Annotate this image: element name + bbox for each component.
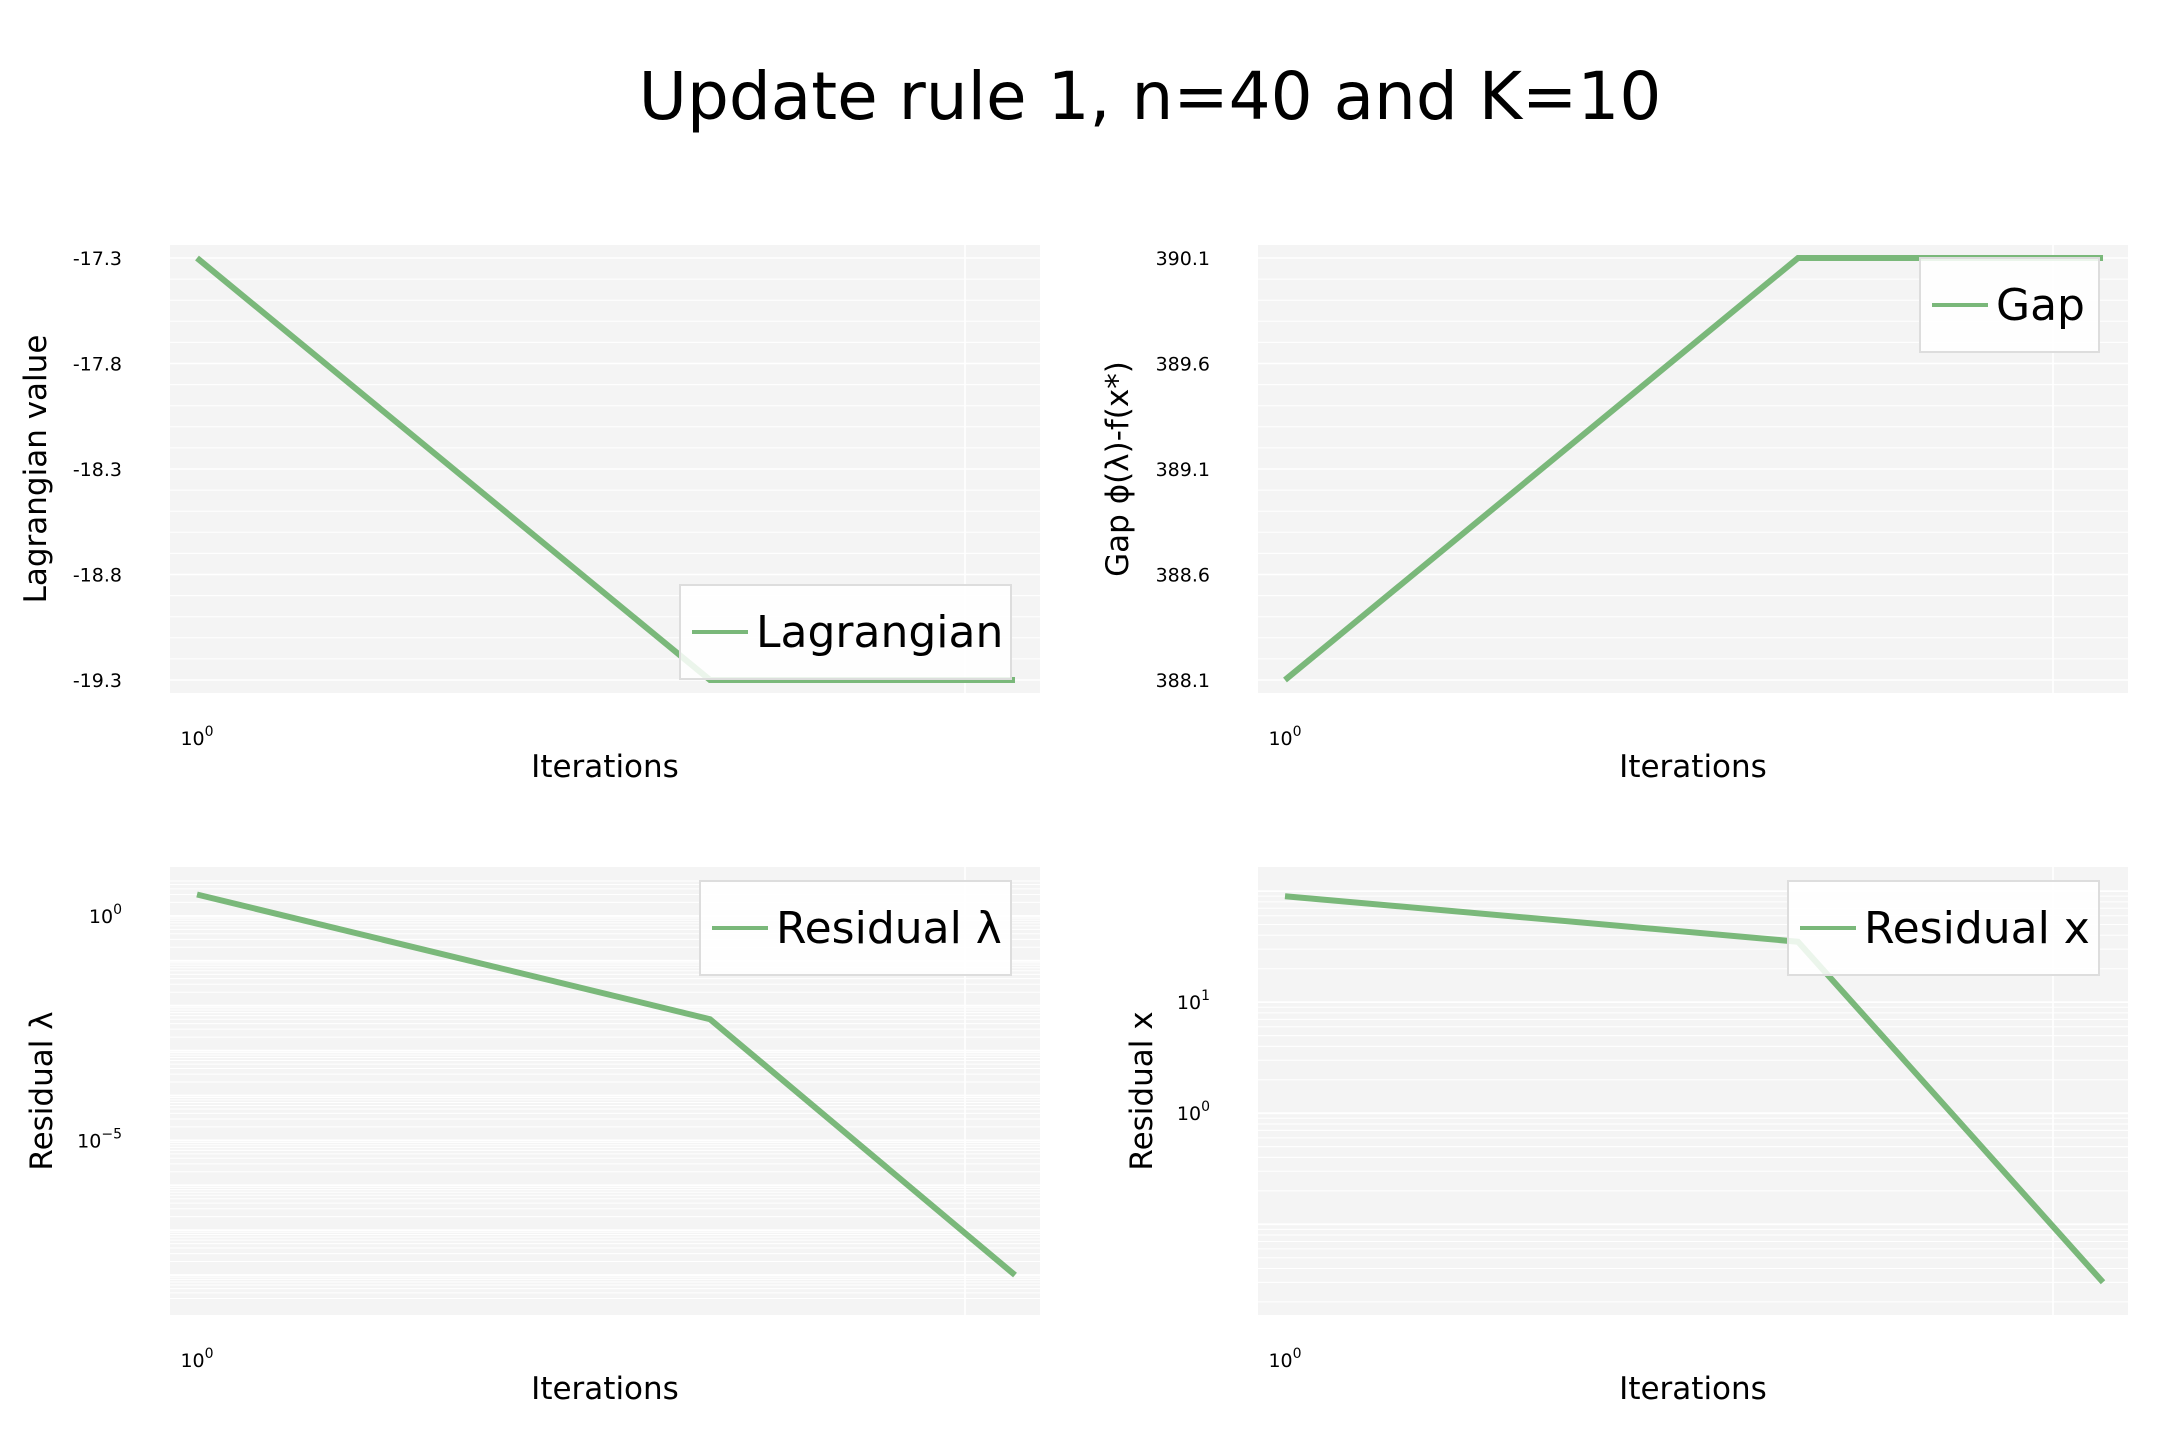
legend-label: Residual x (1864, 903, 2090, 954)
x-axis-label: Iterations (531, 1371, 679, 1407)
legend-box (699, 880, 1012, 976)
x-tick-label: 100 (180, 1346, 213, 1372)
y-tick-label: 388.1 (1156, 670, 1210, 692)
subplot-2: 390.1 389.6 389.1 388.6 388.1 100 Iterations Ga… (1100, 245, 2128, 785)
x-axis-label: Iterations (531, 749, 679, 785)
legend: Residual λ (699, 880, 1012, 976)
subplot-4: 101 100 100 Iterations Residual x Residual x (1124, 867, 2128, 1407)
x-tick-label: 100 (1268, 1346, 1301, 1372)
y-tick-label: 389.1 (1156, 459, 1210, 481)
y-axis-label: Gap ϕ(λ)-f(x*) (1100, 361, 1136, 577)
y-tick-label: -18.3 (73, 459, 122, 481)
y-tick-label: 100 (1177, 1099, 1210, 1125)
y-tick-label: 389.6 (1156, 354, 1210, 376)
y-tick-label: 390.1 (1156, 248, 1210, 270)
legend: Residual x (1787, 880, 2100, 976)
legend-label: Lagrangian (756, 607, 1003, 658)
x-tick-label: 100 (180, 724, 213, 750)
x-axis-label: Iterations (1619, 749, 1767, 785)
y-axis-label: Residual x (1124, 1011, 1160, 1170)
y-axis-label: Lagrangian value (18, 335, 54, 604)
y-tick-label: 101 (1177, 988, 1210, 1014)
x-tick-label: 100 (1268, 724, 1301, 750)
y-tick-label: -17.3 (73, 248, 122, 270)
figure-title: Update rule 1, n=40 and K=10 (638, 58, 1662, 135)
y-tick-label: -19.3 (73, 670, 122, 692)
y-axis-label: Residual λ (24, 1011, 60, 1170)
legend: Lagrangian (679, 584, 1012, 680)
y-tick-label: -17.8 (73, 354, 122, 376)
y-tick-label: 10−5 (77, 1126, 122, 1152)
y-tick-label: 388.6 (1156, 565, 1210, 587)
subplot-1: -17.3 -17.8 -18.3 -18.8 -19.3 100 Iterations La… (18, 245, 1040, 785)
legend-label: Gap (1996, 280, 2085, 331)
y-tick-label: -18.8 (73, 565, 122, 587)
gridlines (170, 867, 1040, 1315)
legend: Gap (1919, 257, 2100, 353)
y-tick-label: 100 (89, 902, 122, 928)
subplot-3: 100 10−5 100 Iterations Residual λ Residual λ (24, 867, 1040, 1407)
x-axis-label: Iterations (1619, 1371, 1767, 1407)
gridlines (170, 245, 1040, 693)
legend-label: Residual λ (776, 903, 1002, 954)
